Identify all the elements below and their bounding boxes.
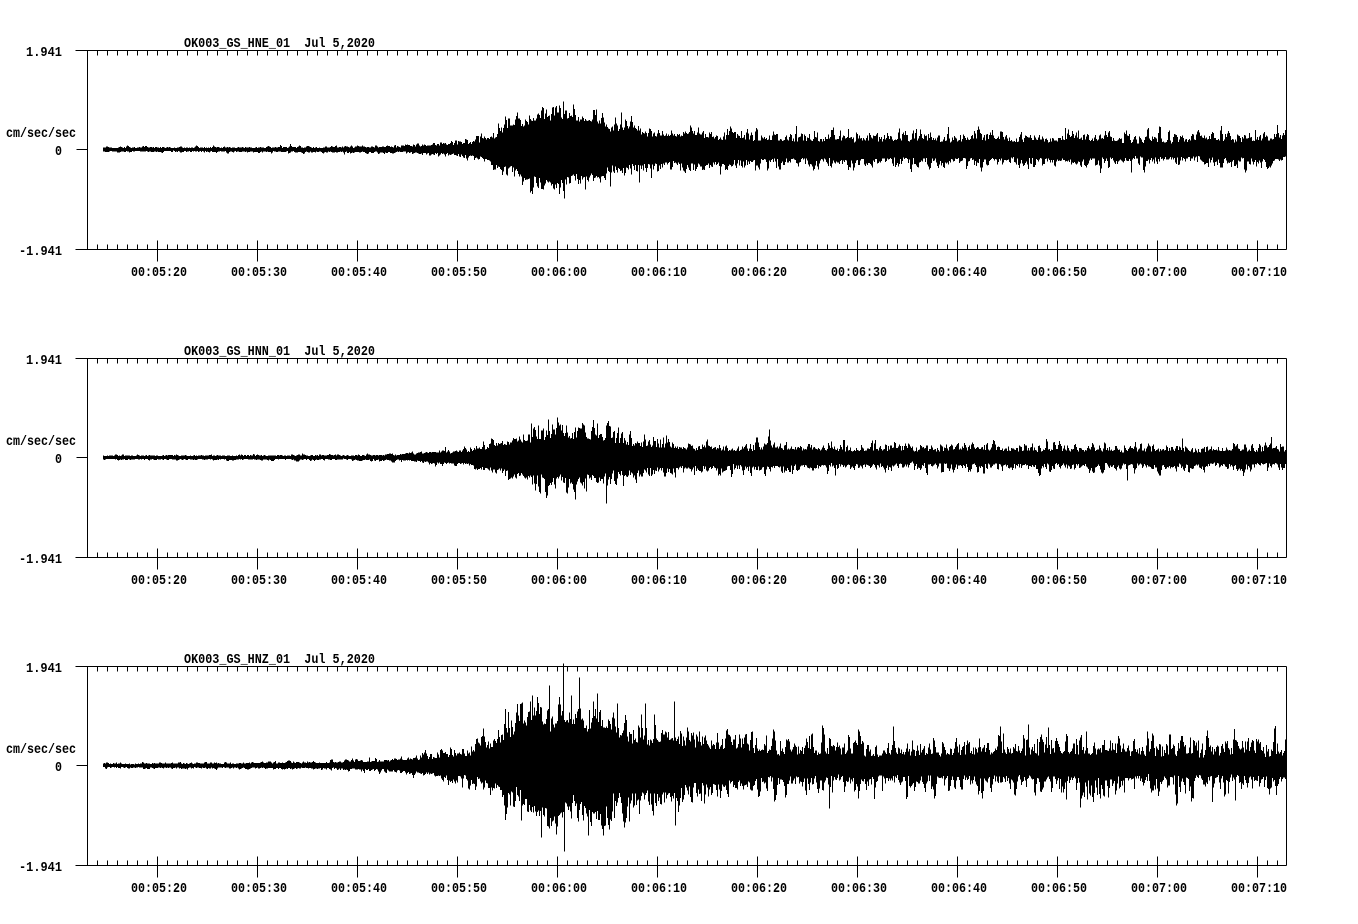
svg-text:00:06:20: 00:06:20 [731,265,787,281]
svg-text:00:06:10: 00:06:10 [631,881,687,897]
svg-text:00:05:50: 00:05:50 [431,881,487,897]
svg-text:00:06:20: 00:06:20 [731,573,787,589]
svg-text:00:07:10: 00:07:10 [1231,265,1287,281]
svg-text:00:06:00: 00:06:00 [531,573,587,589]
svg-text:00:05:20: 00:05:20 [131,881,187,897]
svg-text:00:06:30: 00:06:30 [831,573,887,589]
svg-text:00:05:30: 00:05:30 [231,881,287,897]
svg-text:OK003_GS_HNE_01 Jul 5,2020: OK003_GS_HNE_01 Jul 5,2020 [184,36,375,52]
svg-text:OK003_GS_HNZ_01 Jul 5,2020: OK003_GS_HNZ_01 Jul 5,2020 [184,652,375,668]
svg-text:-1.941: -1.941 [19,244,62,260]
svg-text:00:06:50: 00:06:50 [1031,881,1087,897]
svg-text:0: 0 [55,452,62,468]
svg-text:00:05:20: 00:05:20 [131,573,187,589]
svg-text:00:05:20: 00:05:20 [131,265,187,281]
svg-text:0: 0 [55,144,62,160]
svg-text:00:05:40: 00:05:40 [331,265,387,281]
svg-text:00:06:00: 00:06:00 [531,265,587,281]
svg-text:-1.941: -1.941 [19,552,62,568]
svg-text:cm/sec/sec: cm/sec/sec [6,126,76,142]
svg-text:cm/sec/sec: cm/sec/sec [6,434,76,450]
svg-text:00:07:10: 00:07:10 [1231,573,1287,589]
svg-text:cm/sec/sec: cm/sec/sec [6,742,76,758]
svg-text:00:05:40: 00:05:40 [331,881,387,897]
svg-text:00:06:50: 00:06:50 [1031,265,1087,281]
svg-text:00:06:00: 00:06:00 [531,881,587,897]
svg-text:00:06:10: 00:06:10 [631,265,687,281]
svg-text:00:06:30: 00:06:30 [831,265,887,281]
svg-text:OK003_GS_HNN_01 Jul 5,2020: OK003_GS_HNN_01 Jul 5,2020 [184,344,375,360]
svg-text:00:07:00: 00:07:00 [1131,881,1187,897]
svg-text:00:06:40: 00:06:40 [931,881,987,897]
svg-text:00:06:10: 00:06:10 [631,573,687,589]
svg-text:00:06:30: 00:06:30 [831,881,887,897]
svg-text:00:05:50: 00:05:50 [431,265,487,281]
svg-text:00:06:50: 00:06:50 [1031,573,1087,589]
svg-text:0: 0 [55,760,62,776]
svg-text:00:07:00: 00:07:00 [1131,265,1187,281]
svg-text:1.941: 1.941 [26,45,62,61]
svg-text:00:07:00: 00:07:00 [1131,573,1187,589]
svg-text:00:06:20: 00:06:20 [731,881,787,897]
svg-text:1.941: 1.941 [26,353,62,369]
svg-text:00:06:40: 00:06:40 [931,573,987,589]
svg-text:1.941: 1.941 [26,661,62,677]
svg-text:00:05:30: 00:05:30 [231,573,287,589]
svg-text:00:05:30: 00:05:30 [231,265,287,281]
svg-text:00:07:10: 00:07:10 [1231,881,1287,897]
svg-text:00:06:40: 00:06:40 [931,265,987,281]
svg-text:-1.941: -1.941 [19,860,62,876]
svg-text:00:05:40: 00:05:40 [331,573,387,589]
svg-text:00:05:50: 00:05:50 [431,573,487,589]
